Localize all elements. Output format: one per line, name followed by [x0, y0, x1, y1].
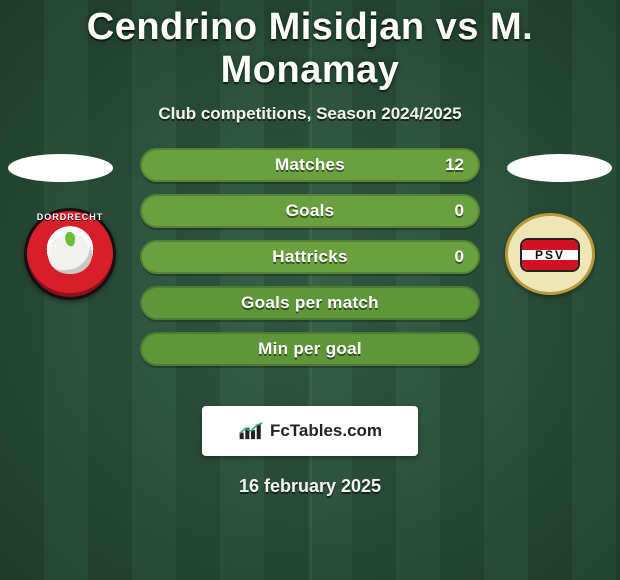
- stat-value-right: 0: [439, 240, 480, 274]
- player-right-silhouette: [507, 154, 612, 182]
- stat-row: Min per goal: [140, 332, 480, 366]
- stat-row: Hattricks 0: [140, 240, 480, 274]
- comparison-arena: DORDRECHT PSV Matches 12 Goals 0 Hattric…: [0, 154, 620, 394]
- fctables-logo: FcTables.com: [238, 420, 382, 442]
- stat-value-left: [140, 148, 172, 182]
- page-title: Cendrino Misidjan vs M. Monamay: [0, 0, 620, 92]
- stat-label: Min per goal: [258, 339, 362, 359]
- stat-value-left: [140, 286, 172, 320]
- stat-value-right: [448, 286, 480, 320]
- stat-value-left: [140, 194, 172, 228]
- stat-value-right: 12: [429, 148, 480, 182]
- stat-value-right: 0: [439, 194, 480, 228]
- stat-row: Matches 12: [140, 148, 480, 182]
- footer-brand-card: FcTables.com: [202, 406, 418, 456]
- page-subtitle: Club competitions, Season 2024/2025: [0, 104, 620, 124]
- snapshot-date: 16 february 2025: [0, 476, 620, 497]
- footer-brand-text: FcTables.com: [270, 421, 382, 441]
- club-crest-left: DORDRECHT: [20, 206, 120, 302]
- stat-label: Goals per match: [241, 293, 379, 313]
- club-crest-right: PSV: [500, 206, 600, 302]
- stat-row: Goals per match: [140, 286, 480, 320]
- dordrecht-crest-icon: DORDRECHT: [24, 208, 116, 300]
- player-left-silhouette: [8, 154, 113, 182]
- psv-crest-label: PSV: [522, 250, 578, 260]
- stat-value-right: [448, 332, 480, 366]
- dordrecht-crest-label: DORDRECHT: [24, 212, 116, 222]
- stat-row: Goals 0: [140, 194, 480, 228]
- psv-crest-icon: PSV: [505, 213, 595, 295]
- stat-label: Hattricks: [272, 247, 347, 267]
- stat-value-left: [140, 240, 172, 274]
- bars-icon: [238, 420, 264, 442]
- stat-label: Goals: [286, 201, 335, 221]
- stat-pills: Matches 12 Goals 0 Hattricks 0 Goals per…: [140, 148, 480, 378]
- stat-label: Matches: [275, 155, 345, 175]
- stat-value-left: [140, 332, 172, 366]
